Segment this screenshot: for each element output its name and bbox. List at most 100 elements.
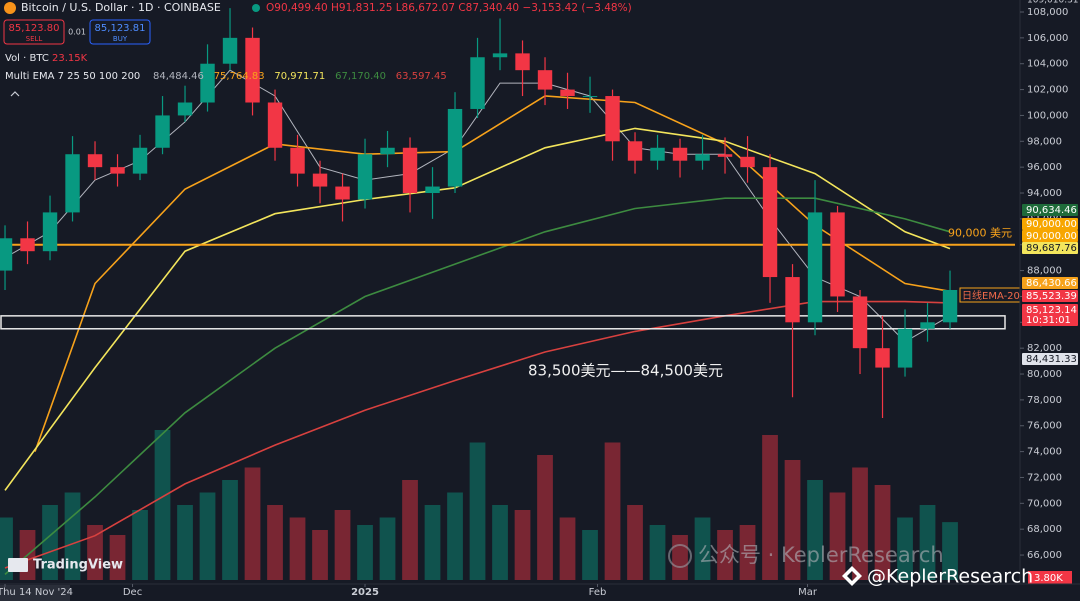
volume-bar bbox=[447, 492, 463, 580]
spread: 0.01 bbox=[68, 28, 86, 37]
candle-body bbox=[42, 212, 58, 252]
candle-body bbox=[582, 96, 598, 98]
candle-body bbox=[807, 212, 823, 323]
candle-body bbox=[200, 63, 215, 103]
volume-bar bbox=[379, 517, 396, 580]
zone-annotation: 83,500美元——84,500美元 bbox=[528, 362, 723, 380]
indicator-value: 63,597.45 bbox=[396, 71, 447, 82]
volume-bar bbox=[402, 480, 418, 580]
countdown: 10:31:01 bbox=[1026, 315, 1071, 326]
coin-icon bbox=[4, 2, 16, 14]
price-label-bg bbox=[1022, 277, 1078, 289]
volume-bar bbox=[627, 505, 643, 580]
candle-body bbox=[380, 147, 395, 155]
candle-body bbox=[852, 296, 868, 349]
candle-body bbox=[447, 108, 463, 187]
candle-body bbox=[605, 96, 620, 142]
sell-price: 85,123.80 bbox=[9, 23, 60, 34]
volume-bar bbox=[942, 522, 958, 580]
market-dot bbox=[252, 4, 260, 12]
volume-bar bbox=[177, 505, 193, 580]
price-label: 89,687.76 bbox=[1026, 243, 1077, 254]
buy-label: BUY bbox=[113, 35, 128, 43]
indicator-lines bbox=[0, 69, 1015, 576]
volume-bar bbox=[874, 485, 891, 580]
price-label: 85,123.14 bbox=[1026, 305, 1077, 316]
candle-body bbox=[0, 238, 13, 271]
watermark: 公众号 · KeplerResearch bbox=[698, 543, 944, 567]
price-label-bg bbox=[1022, 353, 1078, 365]
y-tick-label: 74,000 bbox=[1027, 447, 1062, 458]
volume-bar bbox=[222, 480, 238, 580]
y-tick-label: 80,000 bbox=[1027, 369, 1062, 380]
candle-body bbox=[920, 322, 935, 329]
y-tick-label: 106,000 bbox=[1027, 33, 1068, 44]
candle-body bbox=[942, 289, 958, 323]
candle-body bbox=[132, 147, 148, 174]
y-tick-label: 66,000 bbox=[1027, 550, 1062, 561]
handle: @KeplerResearch bbox=[867, 566, 1033, 588]
y-tick-label: 96,000 bbox=[1027, 162, 1062, 173]
price-label-bg bbox=[1022, 304, 1078, 326]
candle-body bbox=[492, 53, 508, 58]
buy-price: 85,123.81 bbox=[95, 23, 146, 34]
price-label-bg bbox=[1022, 290, 1078, 302]
y-tick-label: 70,000 bbox=[1027, 498, 1062, 509]
candle-body bbox=[537, 70, 553, 90]
watermark-icon bbox=[668, 544, 692, 568]
price-label: 90,000.00 bbox=[1026, 231, 1077, 242]
candle-body bbox=[470, 57, 485, 109]
price-label-bg bbox=[1022, 242, 1078, 254]
price-label-bg bbox=[1022, 218, 1078, 230]
volume-bar bbox=[312, 530, 328, 580]
volume-bar bbox=[829, 492, 846, 580]
handle-icon bbox=[842, 566, 862, 586]
price-label: 90,634.46 bbox=[1026, 205, 1077, 216]
ema-line bbox=[34, 95, 951, 452]
indicator-value: 84,484.46 bbox=[153, 71, 204, 82]
candle-body bbox=[20, 238, 35, 252]
volume-label: Vol · BTC bbox=[5, 53, 49, 64]
volume-bar bbox=[919, 505, 936, 580]
volume-value: 23.15K bbox=[52, 53, 88, 64]
collapse-icon bbox=[10, 91, 20, 97]
brand: TradingView bbox=[33, 558, 123, 573]
ema-line bbox=[4, 127, 951, 491]
candle-body bbox=[515, 53, 530, 71]
ema-line bbox=[4, 197, 951, 576]
volume-bar bbox=[132, 510, 148, 580]
top-label: 109,010.31 bbox=[1027, 0, 1079, 6]
y-tick-label: 102,000 bbox=[1027, 85, 1068, 96]
y-tick-label: 82,000 bbox=[1027, 343, 1062, 354]
candle-body bbox=[312, 173, 328, 187]
time-axis bbox=[0, 584, 1080, 601]
volume-bar bbox=[604, 442, 621, 580]
volume-bar bbox=[897, 517, 913, 580]
level-annotation: 90,000 美元 bbox=[948, 227, 1012, 240]
volume-bar bbox=[424, 505, 441, 580]
volume-bar bbox=[784, 460, 801, 580]
candle-body bbox=[65, 154, 80, 213]
x-tick-label: Mar bbox=[798, 587, 818, 598]
candle-body bbox=[830, 212, 845, 297]
y-tick-label: 108,000 bbox=[1027, 7, 1068, 18]
candle-body bbox=[87, 154, 103, 168]
candle-body bbox=[290, 147, 305, 174]
candle-body bbox=[672, 147, 688, 161]
candle-body bbox=[650, 147, 665, 161]
candle-body bbox=[155, 115, 170, 148]
volume-bar bbox=[357, 525, 373, 580]
indicator-value: 67,170.40 bbox=[335, 71, 386, 82]
volume-bar bbox=[492, 505, 508, 580]
candle-body bbox=[897, 328, 913, 368]
candle-body bbox=[560, 89, 575, 97]
volume-bar bbox=[649, 525, 666, 580]
price-label: 84,431.33 bbox=[1026, 354, 1077, 365]
sell-label: SELL bbox=[26, 35, 43, 43]
volume-bar bbox=[694, 517, 711, 580]
volume-pane bbox=[0, 430, 958, 580]
x-tick-label: Feb bbox=[589, 587, 607, 598]
volume-bar bbox=[64, 492, 81, 580]
